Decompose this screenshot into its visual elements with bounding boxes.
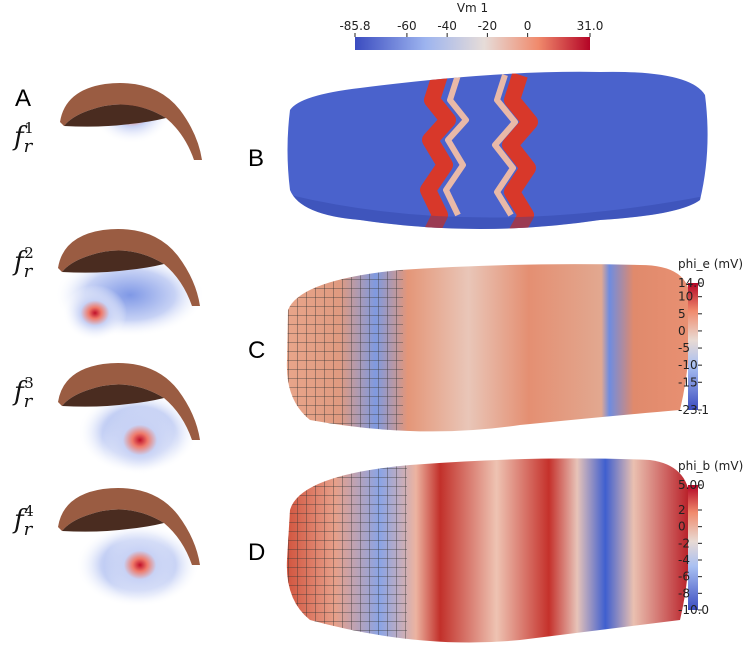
label-sup: 1 bbox=[24, 119, 34, 137]
tick-label: 2 bbox=[678, 503, 686, 517]
tick-label: -2 bbox=[678, 536, 690, 550]
tick-label: 0 bbox=[678, 324, 686, 338]
source-label: fr1 bbox=[12, 119, 34, 157]
tick-label: 5 bbox=[678, 307, 686, 321]
tick-label: -4 bbox=[678, 553, 690, 567]
colorbar-title: phi_e (mV) bbox=[678, 257, 743, 271]
panel-label: A bbox=[15, 85, 31, 112]
source-label: fr3 bbox=[12, 374, 34, 412]
tick-label: -6 bbox=[678, 570, 690, 584]
tick-label: -40 bbox=[437, 19, 457, 33]
source-shape-3 bbox=[58, 363, 200, 474]
tick-label: 10 bbox=[678, 290, 693, 304]
colorbar-title: phi_b (mV) bbox=[678, 459, 743, 473]
panel-label: C bbox=[248, 337, 265, 364]
figure: A B C D fr1fr2fr3fr4 Vm 1-85.8-60-40-200… bbox=[0, 0, 745, 647]
source-label: fr4 bbox=[12, 502, 34, 540]
tick-label: 14.0 bbox=[678, 276, 705, 290]
source-label: fr2 bbox=[12, 244, 34, 282]
heart-surface-phi-e bbox=[285, 260, 690, 445]
label-sup: 3 bbox=[24, 374, 34, 392]
panel-label: D bbox=[248, 539, 265, 566]
tick-label: 5.00 bbox=[678, 478, 705, 492]
tick-label: -15 bbox=[678, 375, 698, 389]
heart-surface-vm bbox=[288, 72, 711, 240]
tick-label: 0 bbox=[678, 520, 686, 534]
source-labels: fr1 fr2 fr3 fr4 bbox=[12, 119, 34, 540]
heart-surface-phi-b bbox=[285, 455, 690, 647]
label-sub: r bbox=[24, 136, 34, 157]
tick-label: 0 bbox=[524, 19, 532, 33]
label-sub: r bbox=[24, 391, 34, 412]
colorbar bbox=[355, 37, 590, 50]
source-shape-1 bbox=[60, 80, 202, 160]
label-sub: r bbox=[24, 261, 34, 282]
tick-label: -23.1 bbox=[678, 403, 709, 417]
tick-label: -85.8 bbox=[339, 19, 370, 33]
panel-label: B bbox=[248, 145, 264, 172]
tick-label: -8 bbox=[678, 586, 690, 600]
tick-label: -10.0 bbox=[678, 603, 709, 617]
colorbar-title: Vm 1 bbox=[457, 1, 488, 15]
tick-label: -20 bbox=[478, 19, 498, 33]
tick-label: -10 bbox=[678, 358, 698, 372]
label-sup: 4 bbox=[24, 502, 34, 520]
label-sub: r bbox=[24, 519, 34, 540]
tick-label: -60 bbox=[397, 19, 417, 33]
source-shape-2 bbox=[55, 229, 205, 341]
tick-label: 31.0 bbox=[577, 19, 604, 33]
label-sup: 2 bbox=[24, 244, 34, 262]
source-shape-4 bbox=[58, 488, 200, 607]
tick-label: -5 bbox=[678, 341, 690, 355]
